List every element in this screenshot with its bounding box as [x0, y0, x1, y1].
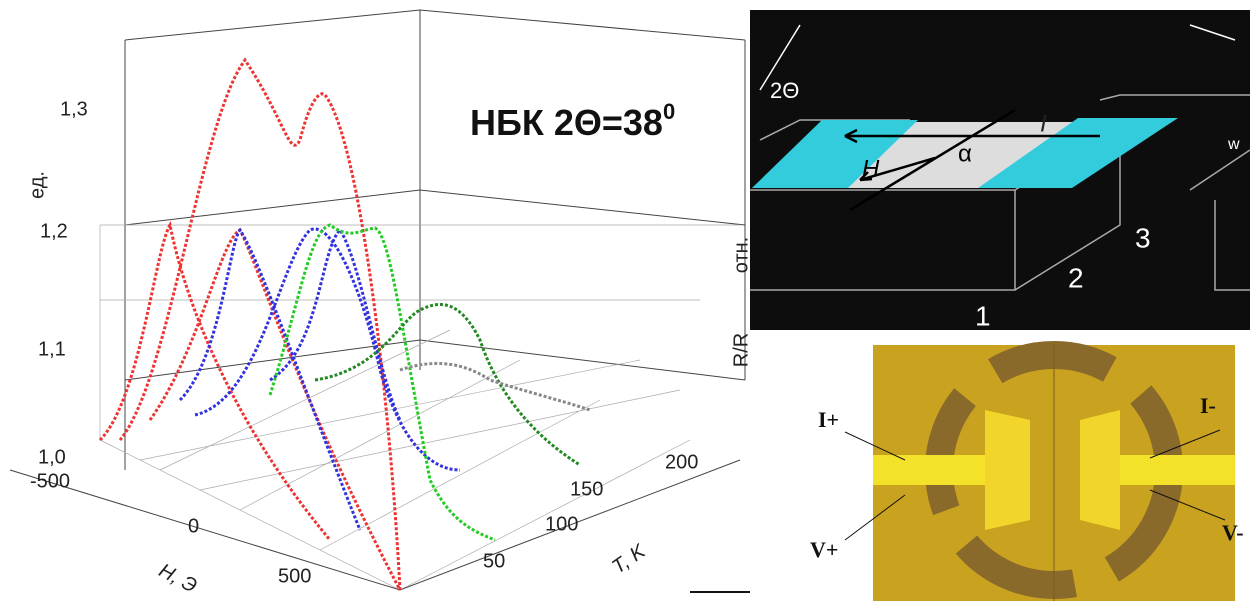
t-tick-label: 50 — [483, 550, 505, 572]
y-label-right-2: отн. — [730, 237, 752, 273]
y-tick-label: 1,1 — [38, 338, 66, 360]
photo-label: I+ — [818, 407, 839, 432]
figure: НБК 2Θ=380 ед. R/R отн. 1,3 1,2 1,1 1,0 … — [0, 0, 1250, 601]
part-label: 2 — [1068, 262, 1084, 293]
angle-label: 2Θ — [770, 78, 799, 103]
photo: I+ V+ I- V- — [810, 345, 1244, 601]
part-label: 1 — [975, 300, 991, 331]
x-tick-label: 500 — [278, 565, 311, 587]
t-tick-label: 150 — [570, 478, 603, 500]
curve-red-2 — [100, 225, 400, 590]
x-tick-label: 0 — [188, 515, 199, 537]
y-tick-label: 1,2 — [40, 220, 68, 242]
x-axis-label: H, Э — [155, 560, 200, 598]
curve-blue-2 — [180, 230, 400, 530]
y-tick-label: 1,0 — [38, 446, 66, 468]
y-tick-label: 1,3 — [60, 98, 88, 120]
curve-darkgreen — [315, 304, 580, 465]
curve-gray — [400, 363, 590, 410]
y-label-left: ед. — [26, 171, 48, 199]
part-label: 3 — [1135, 222, 1151, 253]
y-label-right: R/R — [730, 333, 752, 367]
current-label: I — [1040, 110, 1047, 137]
photo-label: V- — [1222, 520, 1244, 545]
field-label: H — [862, 155, 880, 182]
alpha-label: α — [958, 140, 972, 167]
plot-title: НБК 2Θ=380 — [470, 99, 675, 143]
photo-label: V+ — [810, 537, 838, 562]
schematic: 2Θ I H α 1 2 3 w — [750, 10, 1250, 331]
t-tick-label: 200 — [665, 451, 698, 473]
photo-label: I- — [1200, 393, 1216, 418]
t-tick-label: 100 — [545, 513, 578, 535]
x-tick-label: -500 — [30, 470, 70, 492]
curve-red — [120, 60, 400, 590]
width-label: w — [1227, 136, 1240, 153]
plot-3d: НБК 2Θ=380 ед. R/R отн. 1,3 1,2 1,1 1,0 … — [10, 10, 752, 598]
t-axis-label: T, K — [608, 539, 651, 578]
